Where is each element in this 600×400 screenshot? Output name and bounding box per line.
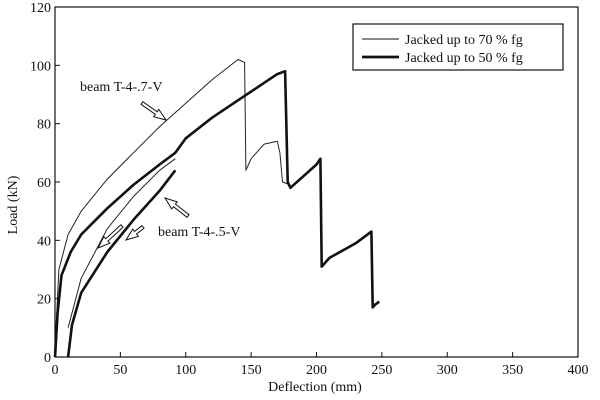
x-tick-label: 100 [175,363,196,378]
y-axis-label: Load (kN) [6,175,21,234]
series-line-70 [67,158,176,328]
legend: Jacked up to 70 % fg Jacked up to 50 % fg [352,23,564,71]
annotation-arrow-icon [124,224,145,241]
annotation-beam-t4-7v: beam T-4-.7-V [80,80,162,95]
series-lines [53,59,381,358]
annotation-beam-t4-5v: beam T-4-.5-V [158,225,240,240]
legend-box [352,23,564,71]
x-tick-label: 50 [113,363,127,378]
axis-ticks: 0 50 100 150 200 250 300 350 400 0 20 40 60 80 100 120 [30,1,589,378]
annotation-arrow-icon [163,197,190,219]
x-tick-label: 300 [437,363,458,378]
series-line-50 [66,169,177,358]
legend-entry-label: Jacked up to 70 % fg [405,33,523,48]
x-tick-label: 200 [306,363,327,378]
x-tick-label: 0 [52,363,59,378]
annotations: beam T-4-.7-V beam T-4-.5-V [80,80,240,249]
y-tick-label: 100 [30,59,51,74]
x-tick-label: 350 [502,363,523,378]
series-line-70 [54,59,291,358]
series-line-50 [53,69,381,358]
y-tick-label: 120 [30,1,51,16]
x-tick-label: 150 [241,363,262,378]
y-tick-label: 20 [37,293,51,308]
y-tick-label: 40 [37,234,51,249]
x-tick-label: 400 [568,363,589,378]
y-tick-label: 80 [37,118,51,133]
x-tick-label: 250 [371,363,392,378]
annotation-arrow-icon [96,224,124,249]
y-tick-label: 60 [37,176,51,191]
y-tick-label: 0 [44,351,51,366]
annotation-arrow-icon [140,100,168,121]
x-axis-label: Deflection (mm) [268,380,362,395]
legend-entry-label: Jacked up to 50 % fg [405,51,523,66]
